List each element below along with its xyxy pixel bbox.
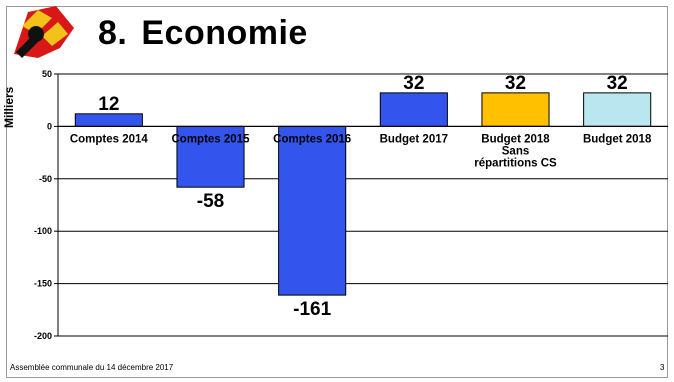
- y-tick-label: 0: [47, 121, 52, 131]
- y-tick-label: -150: [34, 279, 52, 289]
- bar: [379, 92, 448, 127]
- category-label: Budget 2018: [583, 133, 652, 145]
- bar: [278, 125, 347, 296]
- data-label: -161: [293, 299, 331, 320]
- y-tick-label: -50: [39, 174, 52, 184]
- bar: [583, 92, 652, 127]
- slide-number: 8.: [98, 14, 128, 52]
- bar: [481, 92, 550, 127]
- category-label: Comptes 2016: [273, 133, 351, 145]
- slide-title: 8. Economie: [98, 14, 308, 53]
- commune-logo: [14, 6, 74, 58]
- slide-title-text: Economie: [141, 14, 308, 52]
- category-label: Budget 2017: [380, 133, 448, 145]
- category-label: Comptes 2014: [70, 133, 149, 145]
- footer-text: Assemblée communale du 14 décembre 2017: [10, 363, 174, 372]
- y-tick-label: 50: [42, 69, 52, 79]
- y-tick-label: -100: [34, 226, 52, 236]
- bar: [176, 125, 245, 188]
- page-number: 3: [660, 363, 665, 372]
- category-label: Budget 2018 Sans répartitions CS: [474, 133, 557, 169]
- bar: [74, 113, 143, 127]
- category-label: Comptes 2015: [172, 133, 251, 145]
- data-label: 32: [505, 73, 526, 94]
- data-label: -58: [197, 191, 224, 212]
- data-label: 32: [607, 73, 628, 94]
- data-label: 32: [403, 73, 424, 94]
- data-label: 12: [98, 94, 119, 115]
- y-tick-label: -200: [34, 331, 52, 341]
